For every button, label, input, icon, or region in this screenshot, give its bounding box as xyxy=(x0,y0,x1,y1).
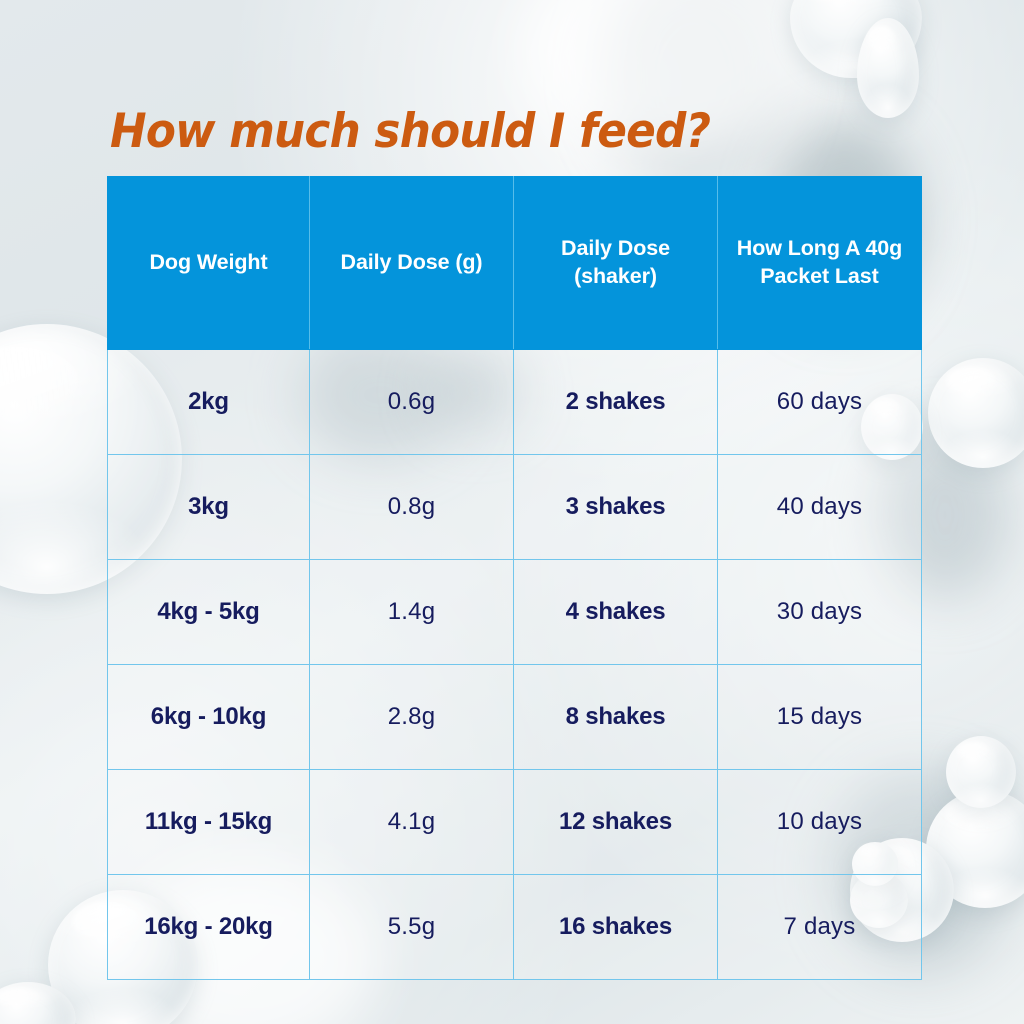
table-body: 2kg 0.6g 2 shakes 60 days 3kg 0.8g 3 sha… xyxy=(107,349,922,980)
cell-dog-weight: 16kg - 20kg xyxy=(107,874,310,980)
table-row: 2kg 0.6g 2 shakes 60 days xyxy=(107,349,922,455)
cell-packet-lasts: 10 days xyxy=(717,769,922,875)
table-row: 16kg - 20kg 5.5g 16 shakes 7 days xyxy=(107,874,922,980)
cell-dog-weight: 6kg - 10kg xyxy=(107,664,310,770)
cell-packet-lasts: 7 days xyxy=(717,874,922,980)
cell-dog-weight: 4kg - 5kg xyxy=(107,559,310,665)
table-row: 3kg 0.8g 3 shakes 40 days xyxy=(107,454,922,560)
table-row: 11kg - 15kg 4.1g 12 shakes 10 days xyxy=(107,769,922,875)
column-header-dog-weight: Dog Weight xyxy=(107,176,310,350)
water-bubble xyxy=(790,0,922,78)
water-bubble xyxy=(0,982,76,1024)
water-droplet xyxy=(857,18,919,118)
water-bubble xyxy=(946,736,1016,808)
cell-daily-dose-g: 0.6g xyxy=(309,349,514,455)
cell-packet-lasts: 30 days xyxy=(717,559,922,665)
cell-daily-dose-g: 2.8g xyxy=(309,664,514,770)
water-bubble xyxy=(928,358,1024,468)
cell-daily-dose-g: 0.8g xyxy=(309,454,514,560)
cell-dog-weight: 3kg xyxy=(107,454,310,560)
cell-packet-lasts: 15 days xyxy=(717,664,922,770)
page-title: How much should I feed? xyxy=(110,104,711,159)
cell-daily-dose-shaker: 4 shakes xyxy=(513,559,718,665)
cell-daily-dose-shaker: 2 shakes xyxy=(513,349,718,455)
cell-daily-dose-g: 1.4g xyxy=(309,559,514,665)
table-row: 6kg - 10kg 2.8g 8 shakes 15 days xyxy=(107,664,922,770)
table-header-row: Dog Weight Daily Dose (g) Daily Dose (sh… xyxy=(107,176,922,350)
water-bubble xyxy=(926,790,1024,908)
cell-daily-dose-g: 4.1g xyxy=(309,769,514,875)
cell-daily-dose-shaker: 3 shakes xyxy=(513,454,718,560)
column-header-daily-dose-shaker: Daily Dose (shaker) xyxy=(513,176,718,350)
column-header-packet-duration: How Long A 40g Packet Last xyxy=(717,176,922,350)
cell-packet-lasts: 40 days xyxy=(717,454,922,560)
cell-daily-dose-shaker: 8 shakes xyxy=(513,664,718,770)
cell-dog-weight: 2kg xyxy=(107,349,310,455)
column-header-daily-dose-g: Daily Dose (g) xyxy=(309,176,514,350)
table-header: Dog Weight Daily Dose (g) Daily Dose (sh… xyxy=(107,176,922,350)
cell-dog-weight: 11kg - 15kg xyxy=(107,769,310,875)
cell-daily-dose-g: 5.5g xyxy=(309,874,514,980)
feeding-guide-table: Dog Weight Daily Dose (g) Daily Dose (sh… xyxy=(107,176,922,980)
table-row: 4kg - 5kg 1.4g 4 shakes 30 days xyxy=(107,559,922,665)
background-blur-blob xyxy=(600,0,790,190)
cell-daily-dose-shaker: 12 shakes xyxy=(513,769,718,875)
cell-daily-dose-shaker: 16 shakes xyxy=(513,874,718,980)
cell-packet-lasts: 60 days xyxy=(717,349,922,455)
